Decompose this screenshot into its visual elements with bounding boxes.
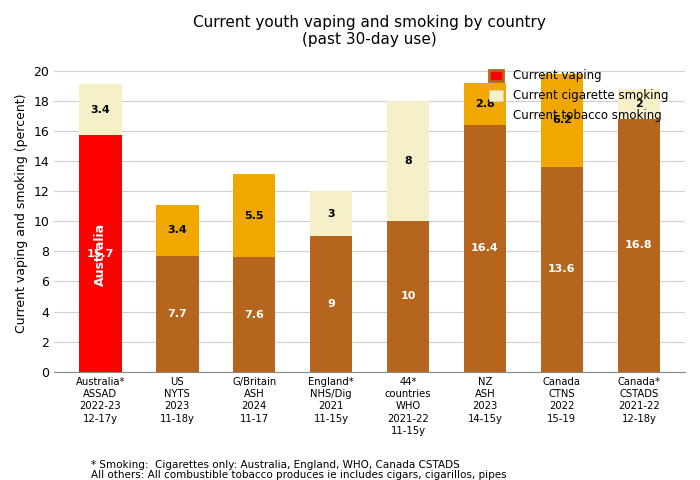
Bar	[541, 73, 583, 167]
Text: * Smoking:  Cigarettes only: Australia, England, WHO, Canada CSTADS: * Smoking: Cigarettes only: Australia, E…	[91, 460, 460, 470]
Bar	[387, 101, 429, 221]
Text: 3.4: 3.4	[167, 225, 187, 235]
Bar	[310, 236, 352, 372]
Bar	[79, 84, 122, 135]
Text: 3: 3	[328, 209, 335, 218]
Bar	[79, 135, 122, 372]
Text: 15.7: 15.7	[87, 249, 114, 259]
Bar	[310, 191, 352, 236]
Text: Australia: Australia	[94, 223, 107, 286]
Text: 2.8: 2.8	[475, 99, 495, 108]
Bar	[464, 83, 506, 125]
Bar	[541, 167, 583, 372]
Text: 3.4: 3.4	[90, 105, 111, 115]
Bar	[156, 204, 199, 256]
Text: 13.6: 13.6	[548, 264, 575, 275]
Text: 16.4: 16.4	[471, 243, 499, 253]
Legend: Current vaping, Current cigarette smoking, Current tobacco smoking: Current vaping, Current cigarette smokin…	[484, 65, 673, 127]
Bar	[387, 221, 429, 372]
Bar	[617, 119, 660, 372]
Text: 7.6: 7.6	[244, 310, 264, 320]
Text: 8: 8	[404, 156, 412, 166]
Text: All others: All combustible tobacco produces ie includes cigars, cigarillos, pip: All others: All combustible tobacco prod…	[91, 469, 507, 480]
Text: 10: 10	[400, 291, 416, 301]
Bar	[233, 174, 275, 257]
Text: 16.8: 16.8	[625, 240, 652, 250]
Bar	[233, 257, 275, 372]
Bar	[156, 256, 199, 372]
Y-axis label: Current vaping and smoking (percent): Current vaping and smoking (percent)	[15, 94, 28, 334]
Text: 5.5: 5.5	[244, 211, 264, 221]
Text: 2: 2	[635, 99, 643, 108]
Text: 6.2: 6.2	[552, 115, 572, 125]
Bar	[464, 125, 506, 372]
Text: 7.7: 7.7	[167, 309, 187, 319]
Text: 9: 9	[328, 299, 335, 309]
Title: Current youth vaping and smoking by country
(past 30-day use): Current youth vaping and smoking by coun…	[193, 15, 546, 48]
Bar	[617, 89, 660, 119]
